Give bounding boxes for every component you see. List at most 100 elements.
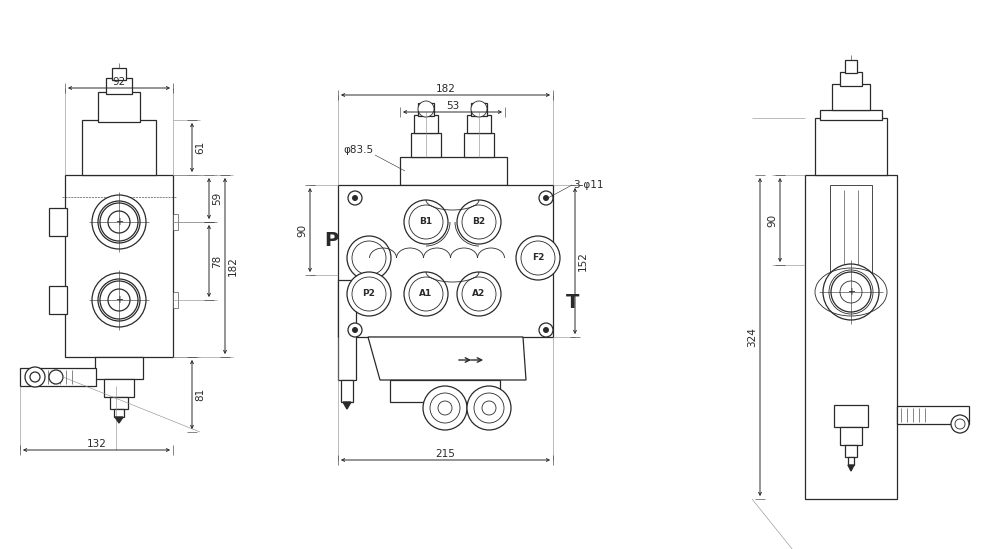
Circle shape — [49, 370, 63, 384]
Text: 3-φ11: 3-φ11 — [573, 180, 604, 190]
Circle shape — [348, 191, 362, 205]
Text: +: + — [115, 217, 123, 227]
Circle shape — [831, 272, 871, 312]
Polygon shape — [368, 337, 526, 380]
Text: P2: P2 — [363, 289, 375, 299]
Circle shape — [347, 236, 391, 280]
Circle shape — [840, 281, 862, 303]
Circle shape — [98, 201, 140, 243]
Bar — [467, 115, 491, 133]
Circle shape — [521, 241, 555, 275]
Circle shape — [467, 386, 511, 430]
Text: 182: 182 — [228, 256, 238, 276]
Bar — [173, 214, 178, 230]
Text: B1: B1 — [419, 217, 433, 227]
Bar — [834, 405, 868, 427]
Circle shape — [471, 101, 487, 117]
Circle shape — [30, 372, 40, 382]
Circle shape — [539, 191, 553, 205]
Text: 81: 81 — [195, 388, 205, 401]
Circle shape — [457, 200, 501, 244]
Bar — [400, 157, 507, 185]
Circle shape — [462, 277, 496, 311]
Circle shape — [829, 270, 873, 314]
Circle shape — [539, 323, 553, 337]
Bar — [173, 292, 178, 308]
Text: 324: 324 — [747, 327, 757, 347]
Circle shape — [352, 327, 358, 333]
Circle shape — [92, 273, 146, 327]
Bar — [820, 110, 882, 120]
Text: 61: 61 — [195, 141, 205, 154]
Circle shape — [543, 327, 549, 333]
Bar — [20, 368, 96, 386]
Circle shape — [462, 205, 496, 239]
Text: B2: B2 — [472, 217, 486, 227]
Circle shape — [823, 264, 879, 320]
Text: 90: 90 — [297, 223, 307, 237]
Bar — [341, 380, 353, 402]
Text: F2: F2 — [532, 254, 544, 262]
Circle shape — [409, 277, 443, 311]
Circle shape — [108, 211, 130, 233]
Circle shape — [348, 323, 362, 337]
Bar — [848, 457, 854, 465]
Text: P: P — [324, 231, 338, 249]
Text: A2: A2 — [472, 289, 486, 299]
Text: 59: 59 — [212, 192, 222, 205]
Bar — [110, 397, 128, 409]
Text: 182: 182 — [436, 84, 455, 94]
Circle shape — [404, 272, 448, 316]
Bar — [114, 409, 124, 417]
Text: φ83.5: φ83.5 — [343, 145, 373, 155]
Circle shape — [474, 393, 504, 423]
Circle shape — [438, 401, 452, 415]
Bar — [845, 445, 857, 457]
Circle shape — [516, 236, 560, 280]
Circle shape — [482, 401, 496, 415]
Bar — [390, 380, 500, 402]
Text: T: T — [566, 294, 580, 312]
Circle shape — [423, 386, 467, 430]
Polygon shape — [343, 402, 351, 409]
Bar — [832, 84, 870, 110]
Bar — [840, 72, 862, 86]
Bar — [464, 133, 494, 157]
Circle shape — [352, 195, 358, 201]
Polygon shape — [848, 465, 854, 471]
Circle shape — [404, 200, 448, 244]
Circle shape — [98, 279, 140, 321]
Bar — [815, 118, 887, 175]
Text: +: + — [115, 295, 123, 305]
Text: 90: 90 — [767, 214, 777, 227]
Bar — [95, 357, 143, 379]
Text: 53: 53 — [446, 101, 459, 111]
Text: A1: A1 — [419, 289, 433, 299]
Bar — [830, 185, 872, 305]
Bar — [840, 427, 862, 445]
Circle shape — [409, 205, 443, 239]
Circle shape — [100, 281, 138, 319]
Text: 215: 215 — [436, 449, 455, 459]
Bar — [471, 103, 487, 116]
Bar — [98, 92, 140, 122]
Circle shape — [100, 203, 138, 241]
Bar — [49, 208, 67, 236]
Circle shape — [92, 195, 146, 249]
Bar — [112, 68, 126, 80]
Circle shape — [457, 272, 501, 316]
Bar — [338, 185, 553, 337]
Bar — [82, 120, 156, 175]
Bar — [106, 78, 132, 94]
Bar — [414, 115, 438, 133]
Circle shape — [543, 195, 549, 201]
Polygon shape — [115, 417, 123, 423]
Bar — [845, 60, 857, 73]
Bar — [805, 175, 897, 499]
Circle shape — [951, 415, 969, 433]
Text: +: + — [847, 287, 855, 297]
Bar — [338, 280, 356, 380]
Bar — [49, 286, 67, 314]
Bar — [411, 133, 441, 157]
Circle shape — [418, 101, 434, 117]
